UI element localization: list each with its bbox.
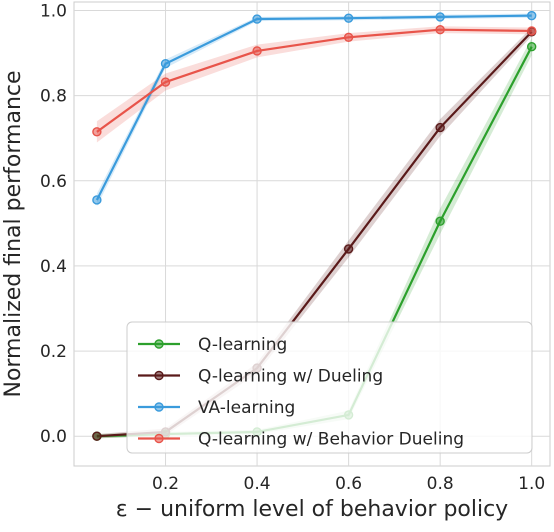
data-point bbox=[343, 244, 354, 254]
data-point bbox=[252, 46, 262, 56]
y-tick-label: 1.0 bbox=[40, 2, 67, 22]
data-point bbox=[92, 431, 102, 441]
data-point bbox=[343, 32, 354, 43]
legend-box bbox=[126, 321, 533, 454]
data-point bbox=[526, 41, 537, 52]
data-point bbox=[435, 122, 445, 133]
legend-marker bbox=[154, 339, 164, 349]
y-axis-title: Normalized final performance bbox=[1, 70, 26, 397]
series-line bbox=[96, 28, 532, 133]
legend-marker bbox=[154, 402, 164, 412]
data-point bbox=[435, 24, 445, 35]
data-point bbox=[435, 216, 445, 226]
x-tick-label: 0.4 bbox=[244, 474, 271, 494]
legend-marker bbox=[154, 433, 164, 444]
x-tick-label: 0.6 bbox=[335, 474, 362, 494]
legend-label: VA-learning bbox=[198, 398, 295, 418]
x-tick-label: 0.8 bbox=[427, 474, 454, 494]
legend-label: Q-learning w/ Dueling bbox=[198, 367, 383, 387]
data-point bbox=[526, 10, 537, 21]
legend-label: Q-learning w/ Behavior Dueling bbox=[198, 430, 464, 450]
data-point bbox=[160, 59, 171, 69]
x-tick-label: 1.0 bbox=[518, 474, 545, 494]
x-axis-title: ε − uniform level of behavior policy bbox=[116, 497, 508, 522]
y-tick-label: 0.6 bbox=[40, 172, 67, 192]
y-tick-label: 0.8 bbox=[40, 87, 67, 107]
data-point bbox=[435, 12, 445, 22]
y-tick-label: 0.2 bbox=[40, 342, 67, 362]
legend: Q-learning Q-learning w/ Dueling VA-learni… bbox=[126, 321, 533, 454]
data-point bbox=[343, 13, 354, 23]
data-point bbox=[92, 127, 102, 137]
series-line bbox=[95, 14, 532, 201]
x-tick-label: 0.2 bbox=[152, 474, 179, 494]
data-point bbox=[526, 26, 537, 36]
y-tick-label: 0.0 bbox=[40, 427, 67, 447]
y-tick-label: 0.4 bbox=[40, 257, 67, 277]
data-point bbox=[92, 195, 102, 205]
legend-marker bbox=[154, 370, 164, 381]
tick-labels: 0.2 0.4 0.6 0.8 1.0 0.0 0.2 0.4 0.6 0.8 1.0 bbox=[40, 2, 545, 494]
data-point bbox=[160, 77, 171, 87]
legend-label: Q-learning bbox=[198, 335, 287, 355]
data-point bbox=[252, 14, 262, 24]
